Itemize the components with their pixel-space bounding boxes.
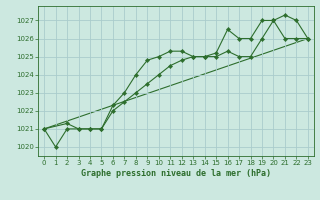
X-axis label: Graphe pression niveau de la mer (hPa): Graphe pression niveau de la mer (hPa) [81, 169, 271, 178]
